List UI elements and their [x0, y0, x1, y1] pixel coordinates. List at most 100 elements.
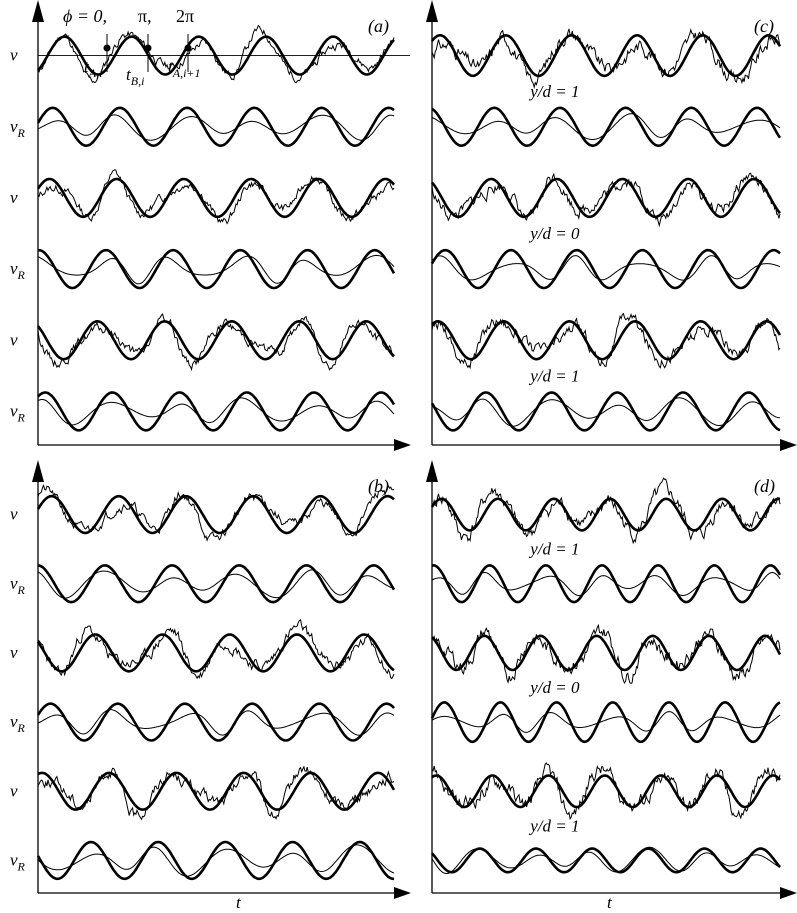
row-label-vR: vR — [10, 712, 26, 735]
row-b-0: v — [10, 484, 395, 542]
time-axis-label-right: t — [607, 893, 613, 912]
panel-b: (b) v vR v vR v vR — [10, 460, 411, 899]
x-axis-arrow-d — [780, 887, 797, 899]
panel-label-d: (d) — [754, 476, 775, 497]
row-b-2: v — [10, 618, 395, 680]
measured-signal-vR — [37, 569, 395, 599]
row-label-vR: vR — [10, 117, 26, 140]
row-a-4: v — [10, 313, 395, 372]
row-label-v: v — [10, 505, 18, 524]
row-a-3: vR — [10, 248, 396, 290]
reference-sinusoid — [430, 248, 781, 290]
row-b-4: v — [10, 765, 396, 821]
measured-signal-v — [431, 623, 781, 685]
row-label-v: v — [10, 188, 18, 207]
reference-sinusoid — [431, 564, 782, 604]
row-c-1: y/d = 1 — [431, 82, 782, 148]
reference-sinusoid — [37, 35, 395, 76]
row-note: y/d = 1 — [528, 540, 579, 559]
panel-d: (d) y/d = 1 y/d = 0 y/d = 1 — [426, 460, 797, 899]
row-d-2 — [431, 623, 782, 685]
reference-sinusoid — [430, 497, 781, 532]
x-axis-arrow-a — [394, 439, 411, 451]
reference-sinusoid — [430, 391, 781, 432]
panel-c: (c) y/d = 1 y/d = 0 y/d = 1 — [426, 0, 797, 451]
phi-zero-point — [103, 44, 111, 52]
measured-signal-vR — [37, 114, 395, 141]
t-a-i-label: tA,i — [84, 57, 102, 80]
reference-sinusoid — [431, 319, 782, 361]
row-c-0 — [430, 27, 782, 90]
row-d-4 — [431, 762, 781, 821]
measured-signal-vR — [37, 709, 395, 736]
row-a-2: v — [10, 169, 395, 225]
reference-sinusoid — [430, 33, 782, 78]
pi-text: π, — [138, 6, 152, 26]
row-a-0: v — [10, 24, 410, 84]
panel-label-b: (b) — [368, 476, 389, 497]
x-axis-arrow-c — [780, 439, 797, 451]
reference-sinusoid — [431, 847, 781, 874]
row-label-v: v — [10, 781, 18, 800]
reference-sinusoid — [36, 494, 395, 535]
row-c-2 — [431, 172, 781, 228]
row-b-1: vR — [10, 564, 396, 604]
reference-sinusoid — [37, 771, 396, 811]
measured-signal-v — [431, 477, 781, 545]
y-axis-arrow-a — [32, 0, 44, 22]
row-label-vR: vR — [10, 259, 26, 282]
time-axis-label-left: t — [236, 893, 242, 912]
row-a-1: vR — [10, 106, 395, 148]
row-label-v: v — [10, 330, 18, 349]
measured-signal-vR — [431, 711, 781, 733]
measured-signal-v — [431, 762, 781, 821]
row-d-3: y/d = 0 — [430, 678, 781, 744]
panel-a: (a) v vR v vR v vR — [10, 0, 411, 451]
reference-sinusoid — [36, 633, 395, 673]
two-pi-point — [184, 44, 192, 52]
reference-sinusoid — [37, 391, 396, 432]
panels-group: (a) v vR v vR v vR (b) v vR v vR v vR (c) y/d = 1 y/d = … — [10, 0, 797, 899]
row-c-3: y/d = 0 — [430, 224, 781, 290]
row-label-v: v — [10, 643, 18, 662]
measured-signal-v — [431, 27, 781, 90]
phase-annotation: ϕ = 0, π, 2π tA,i tB,i tA,i+1 — [63, 6, 201, 88]
row-note: y/d = 1 — [528, 367, 579, 386]
measured-signal-vR — [431, 571, 781, 597]
two-pi-text: 2π — [176, 6, 194, 26]
panel-label-c: (c) — [754, 16, 774, 37]
measured-signal-v — [37, 313, 395, 372]
measured-signal-v — [431, 312, 781, 370]
y-axis-arrow-b — [32, 460, 44, 482]
row-note: y/d = 1 — [528, 816, 579, 835]
row-note: y/d = 0 — [528, 224, 580, 243]
reference-sinusoid — [36, 702, 395, 742]
row-a-5: vR — [10, 391, 396, 432]
row-label-vR: vR — [10, 401, 26, 424]
row-c-5: y/d = 1 — [430, 367, 781, 432]
t-a-i1-label: tA,i+1 — [168, 57, 201, 80]
row-label-vR: vR — [10, 850, 26, 873]
measured-signal-v — [37, 24, 395, 84]
reference-sinusoid — [430, 701, 781, 744]
row-d-0 — [430, 477, 781, 545]
reference-sinusoid — [36, 177, 395, 219]
row-b-3: vR — [10, 702, 395, 742]
phi-zero-text: ϕ = 0, — [63, 6, 107, 26]
reference-sinusoid — [431, 774, 781, 809]
reference-sinusoid — [36, 319, 395, 361]
row-d-5: y/d = 1 — [431, 816, 781, 874]
panel-label-a: (a) — [368, 16, 389, 37]
reference-sinusoid — [431, 634, 782, 672]
row-label-vR: vR — [10, 574, 26, 597]
row-b-5: vR — [10, 840, 395, 881]
reference-sinusoid — [431, 177, 781, 219]
y-axis-arrow-d — [426, 460, 438, 482]
reference-sinusoid — [38, 248, 396, 290]
pi-point — [144, 44, 152, 52]
measured-signal-vR — [37, 844, 395, 877]
row-note: y/d = 1 — [528, 82, 579, 101]
reference-sinusoid — [36, 106, 395, 148]
row-label-v: v — [10, 46, 18, 65]
